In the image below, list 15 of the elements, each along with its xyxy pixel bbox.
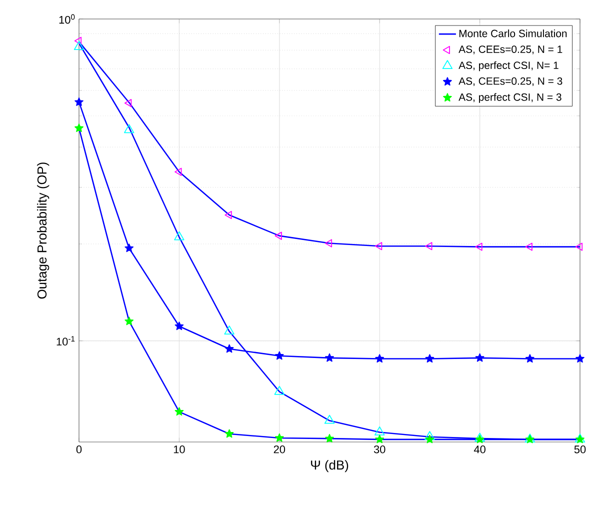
legend-label: AS, CEEs=0.25, N = 3 <box>458 77 562 86</box>
x-tick-label: 0 <box>76 446 82 454</box>
legend-label: Monte Carlo Simulation <box>459 30 567 38</box>
x-tick-label: 40 <box>474 446 486 454</box>
x-tick-label: 50 <box>574 446 586 454</box>
x-axis-title: Ψ (dB) <box>310 460 348 472</box>
legend-label: AS, perfect CSI, N = 3 <box>458 93 562 103</box>
y-axis-title: Outage Probability (OP) <box>37 162 50 299</box>
x-tick-label: 30 <box>374 446 386 454</box>
x-tick-label: 10 <box>174 446 185 454</box>
legend-label: AS, CEEs=0.25, N = 1 <box>458 46 562 54</box>
y-tick-label: 10$^{0}$ <box>59 14 75 24</box>
y-tick-label: 10$^{-1}$ <box>56 336 75 346</box>
legend-label: AS, perfect CSI, N= 1 <box>458 61 558 72</box>
x-tick-label: 20 <box>274 446 286 454</box>
